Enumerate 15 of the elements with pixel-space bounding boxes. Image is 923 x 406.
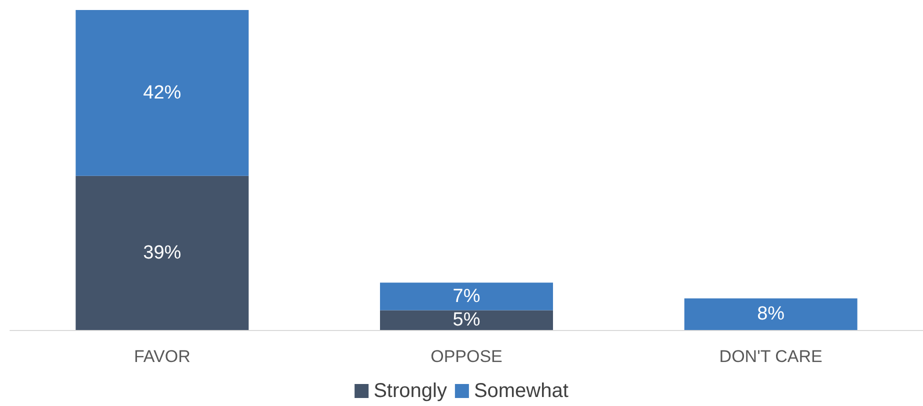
data-label: 42%: [143, 82, 182, 104]
data-label: 5%: [452, 310, 480, 331]
bar: [684, 298, 858, 330]
data-label: 7%: [452, 286, 480, 307]
legend-label: Strongly: [374, 380, 447, 402]
bar: [76, 10, 249, 176]
x-tick-label: OPPOSE: [430, 347, 502, 366]
bar: [380, 282, 553, 310]
x-tick-label: FAVOR: [134, 347, 190, 366]
data-label: 8%: [757, 304, 785, 325]
x-tick-label: DON'T CARE: [719, 347, 822, 366]
bar: [380, 310, 553, 330]
data-label: 39%: [143, 242, 182, 264]
bar: [76, 176, 249, 330]
legend-label: Somewhat: [474, 380, 569, 402]
